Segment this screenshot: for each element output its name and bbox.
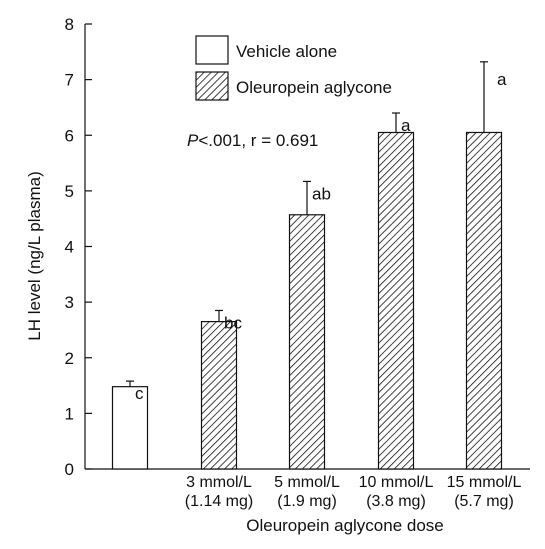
x-category-label-line2: (1.9 mg) — [277, 493, 337, 510]
x-category-label-line1: 15 mmol/L — [447, 474, 522, 491]
stats-p-symbol: P — [187, 131, 199, 150]
x-category-label-line2: (5.7 mg) — [454, 493, 514, 510]
x-category-label-line1: 10 mmol/L — [359, 474, 434, 491]
y-tick-label: 6 — [65, 126, 74, 145]
x-category-label-line1: 5 mmol/L — [274, 474, 340, 491]
y-tick-label: 4 — [65, 238, 74, 257]
bar — [200, 320, 238, 470]
y-axis-label: LH level (ng/L plasma) — [25, 171, 44, 340]
bar-significance-label: a — [497, 70, 507, 89]
bar — [377, 131, 415, 470]
stats-annotation: P<.001, r = 0.691 — [187, 131, 318, 150]
y-tick-label: 2 — [65, 349, 74, 368]
legend-label-vehicle: Vehicle alone — [236, 42, 337, 61]
bar-significance-label: a — [401, 116, 411, 135]
bar-significance-label: bc — [224, 313, 242, 332]
bars — [111, 131, 503, 470]
y-tick-label: 3 — [65, 293, 74, 312]
legend-label-oleuropein: Oleuropein aglycone — [236, 78, 392, 97]
bar — [465, 131, 503, 470]
error-bars — [126, 61, 488, 387]
y-tick-label: 0 — [65, 460, 74, 479]
x-category-label-line2: (1.14 mg) — [185, 493, 253, 510]
stats-value: <.001, r = 0.691 — [198, 131, 318, 150]
bar — [111, 386, 149, 470]
bar-significance-label: c — [135, 384, 144, 403]
x-axis-label: Oleuropein aglycone dose — [246, 516, 444, 535]
legend-swatch-oleuropein — [195, 71, 229, 101]
x-category-label-line1: 3 mmol/L — [186, 474, 252, 491]
y-ticks: 0 1 2 3 4 5 6 7 8 — [65, 15, 92, 479]
y-tick-label: 7 — [65, 71, 74, 90]
legend-swatch-vehicle — [195, 35, 229, 65]
y-tick-label: 1 — [65, 404, 74, 423]
y-tick-label: 8 — [65, 15, 74, 34]
y-tick-label: 5 — [65, 182, 74, 201]
x-category-labels: 3 mmol/L (1.14 mg) 5 mmol/L (1.9 mg) 10 mmol… — [185, 474, 522, 510]
bar — [288, 214, 326, 470]
x-category-label-line2: (3.8 mg) — [366, 493, 426, 510]
legend: Vehicle alone Oleuropein aglycone — [195, 35, 392, 101]
bar-significance-label: ab — [312, 184, 331, 203]
bar-labels: c bc ab a a — [135, 70, 507, 403]
